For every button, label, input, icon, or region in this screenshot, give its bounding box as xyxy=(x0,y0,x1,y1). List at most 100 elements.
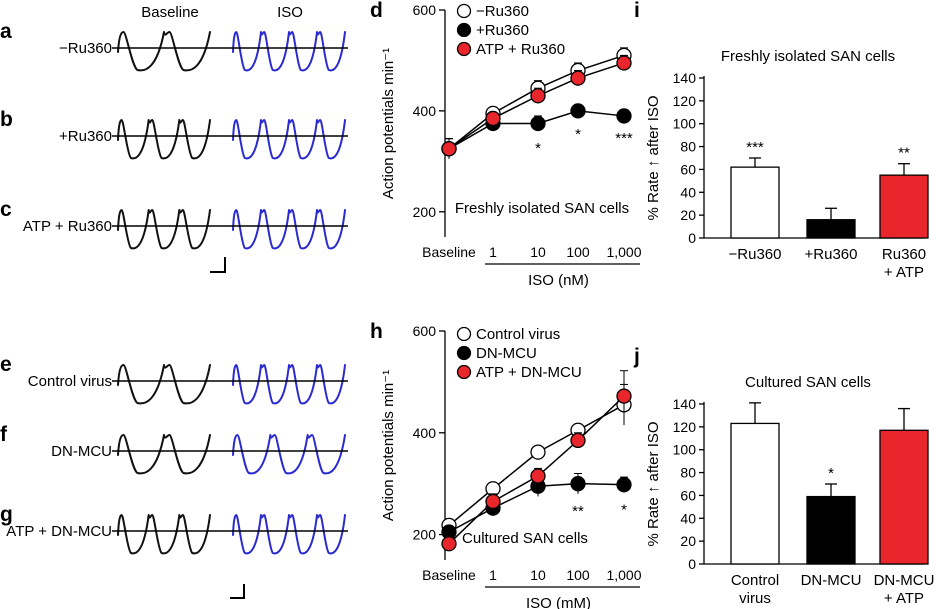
legend-label: −Ru360 xyxy=(476,3,529,20)
baseline-trace xyxy=(117,364,211,405)
legend-label: ATP + DN-MCU xyxy=(476,364,582,381)
x-tick-label: 10 xyxy=(530,567,546,583)
y-axis-label: % Rate ↑ after ISO xyxy=(645,95,662,220)
series-0 xyxy=(441,383,632,534)
y-tick-label: 600 xyxy=(413,2,437,18)
panel-label-b: b xyxy=(0,108,13,131)
data-point xyxy=(570,103,586,119)
bar xyxy=(730,166,780,239)
scale-bar-bottom xyxy=(230,584,245,599)
chart-title: Freshly isolated SAN cells xyxy=(721,48,895,65)
y-tick-label: 60 xyxy=(680,487,696,503)
x-tick-label: 10 xyxy=(530,244,546,260)
baseline-trace xyxy=(117,209,211,250)
legend-marker xyxy=(456,22,472,38)
y-tick-label: 140 xyxy=(673,70,697,86)
data-point xyxy=(616,108,632,124)
significance-mark: ** xyxy=(572,503,584,520)
condition-label: DN-MCU xyxy=(51,443,112,460)
chart-title: Cultured SAN cells xyxy=(745,374,871,391)
data-point xyxy=(485,110,501,127)
data-point xyxy=(530,115,546,132)
significance-mark: ** xyxy=(898,145,910,162)
x-category-label: Ru360 xyxy=(882,246,926,263)
bar xyxy=(806,219,856,239)
x-category-label: + ATP xyxy=(884,590,924,607)
data-point xyxy=(616,55,632,71)
iso-trace xyxy=(232,434,346,475)
x-axis-label: ISO (mM) xyxy=(526,595,591,609)
legend-label: +Ru360 xyxy=(476,22,529,39)
y-tick-label: 400 xyxy=(413,425,437,441)
data-point xyxy=(441,536,457,552)
series-2 xyxy=(441,54,632,159)
y-tick-label: 40 xyxy=(680,184,696,200)
trace-row-a: a −Ru360 xyxy=(0,20,348,72)
baseline-trace xyxy=(117,514,211,555)
bar-chart-j: j Cultured SAN cells 0 20 40 60 80 100 120 140 % R… xyxy=(633,345,934,607)
iso-trace xyxy=(232,364,346,405)
x-tick-label: 1,000 xyxy=(606,244,641,260)
data-point xyxy=(485,493,501,510)
series-line xyxy=(448,62,625,150)
panel-label-e: e xyxy=(0,353,12,376)
condition-label: +Ru360 xyxy=(59,128,112,145)
x-tick-label: 1,000 xyxy=(606,567,641,583)
condition-label: ATP + DN-MCU xyxy=(6,523,112,540)
baseline-trace xyxy=(117,119,211,160)
x-tick-label: 100 xyxy=(566,244,590,260)
chart-title: Cultured SAN cells xyxy=(462,530,588,547)
y-tick-label: 80 xyxy=(680,465,696,481)
panel-label-g: g xyxy=(0,503,13,526)
condition-label: Control virus xyxy=(28,373,112,390)
legend-marker xyxy=(456,3,472,19)
iso-trace xyxy=(232,31,346,72)
panel-label-c: c xyxy=(0,198,12,221)
x-tick-label: 100 xyxy=(566,567,590,583)
x-category-label: +Ru360 xyxy=(805,246,858,263)
y-tick-label: 60 xyxy=(680,161,696,177)
legend-label: ATP + Ru360 xyxy=(476,41,565,58)
legend-marker xyxy=(456,41,472,57)
panel-label-h: h xyxy=(370,320,383,343)
x-category-label: DN-MCU xyxy=(874,572,935,589)
x-category-label: virus xyxy=(739,590,771,607)
y-tick-label: 20 xyxy=(680,207,696,223)
x-category-label: Control xyxy=(731,572,779,589)
bar xyxy=(879,174,929,239)
data-point xyxy=(441,141,457,157)
baseline-trace xyxy=(117,31,211,72)
panel-label-a: a xyxy=(0,20,12,43)
trace-row-e: e Control virus xyxy=(0,353,348,405)
data-point xyxy=(570,476,586,492)
column-header-iso: ISO xyxy=(277,4,303,21)
y-tick-label: 200 xyxy=(413,204,437,220)
y-tick-label: 400 xyxy=(413,103,437,119)
line-chart-d: d 200 400 600 Action potentials min⁻¹ Baselin… xyxy=(370,0,642,289)
y-tick-label: 0 xyxy=(688,230,696,246)
bar-chart-i: i Freshly isolated SAN cells 0 20 40 60 80 100 1… xyxy=(634,0,929,281)
significance-mark: *** xyxy=(615,130,633,147)
y-axis-label: Action potentials min⁻¹ xyxy=(380,48,397,199)
y-tick-label: 100 xyxy=(673,116,697,132)
data-point xyxy=(570,432,586,449)
y-tick-label: 40 xyxy=(680,510,696,526)
legend-marker xyxy=(456,345,472,361)
significance-mark: * xyxy=(535,140,541,157)
panel-label-d: d xyxy=(370,0,383,22)
y-axis-label: Action potentials min⁻¹ xyxy=(380,370,397,521)
baseline-trace xyxy=(117,434,211,475)
iso-trace xyxy=(232,514,346,555)
y-tick-label: 600 xyxy=(413,323,437,339)
y-tick-label: 20 xyxy=(680,533,696,549)
x-axis-label: ISO (nM) xyxy=(528,272,589,289)
y-tick-label: 100 xyxy=(673,442,697,458)
bar xyxy=(730,422,780,565)
data-point xyxy=(530,444,546,460)
trace-row-b: b +Ru360 xyxy=(0,108,348,160)
y-tick-label: 0 xyxy=(688,556,696,572)
x-category-label: + ATP xyxy=(884,264,924,281)
data-point xyxy=(616,388,632,404)
